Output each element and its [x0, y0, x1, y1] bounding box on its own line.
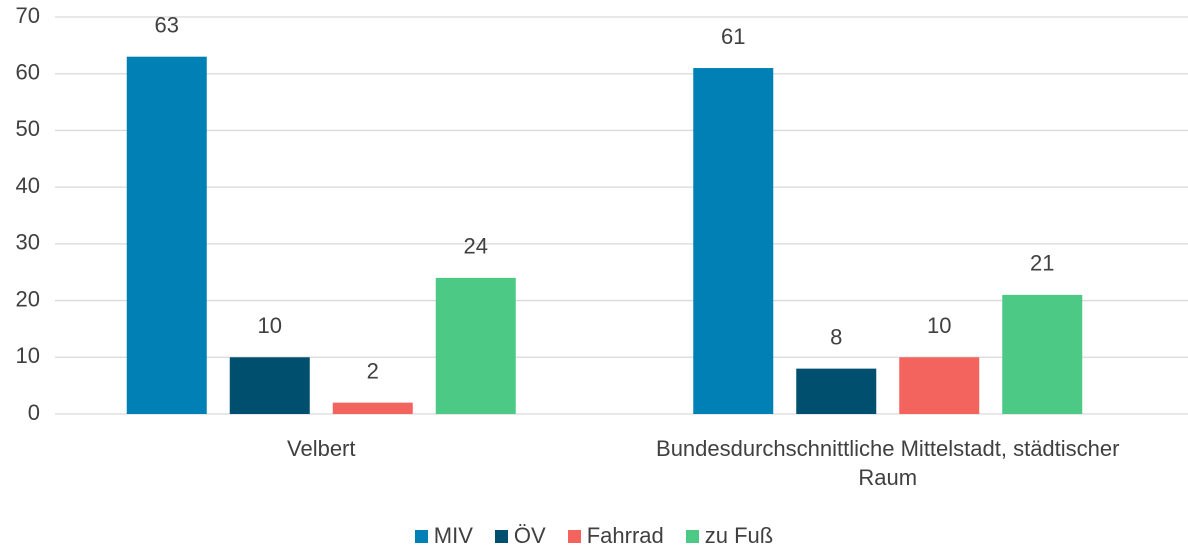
- y-tick-label: 70: [16, 3, 40, 28]
- legend-item: Fahrrad: [567, 523, 664, 548]
- bar: [899, 357, 980, 414]
- x-tick-label: Velbert: [287, 436, 356, 461]
- y-tick-label: 0: [28, 400, 40, 425]
- bar: [435, 277, 516, 414]
- legend-swatch: [414, 529, 428, 543]
- y-tick-label: 40: [16, 173, 40, 198]
- data-label: 10: [927, 313, 951, 338]
- bar: [229, 357, 310, 414]
- legend-swatch: [685, 529, 699, 543]
- y-tick-label: 20: [16, 286, 40, 311]
- data-label: 61: [721, 24, 745, 49]
- y-tick-label: 60: [16, 60, 40, 85]
- bar: [693, 68, 774, 415]
- bar: [126, 56, 207, 414]
- legend-item: ÖV: [494, 523, 546, 548]
- data-label: 21: [1030, 251, 1054, 276]
- legend-label: Fahrrad: [586, 523, 664, 548]
- bar: [796, 368, 877, 414]
- data-label: 8: [830, 324, 842, 349]
- y-tick-label: 30: [16, 230, 40, 255]
- bar: [1002, 294, 1083, 414]
- legend-label: ÖV: [513, 523, 546, 548]
- data-label: 63: [155, 13, 179, 38]
- legend-label: zu Fuß: [704, 523, 774, 548]
- legend-item: MIV: [414, 523, 473, 548]
- data-label: 2: [367, 358, 379, 383]
- legend-label: MIV: [433, 523, 473, 548]
- data-label: 24: [464, 234, 488, 259]
- y-tick-label: 50: [16, 116, 40, 141]
- data-label: 10: [258, 313, 282, 338]
- y-tick-label: 10: [16, 343, 40, 368]
- bar: [332, 402, 413, 414]
- legend-item: zu Fuß: [685, 523, 774, 548]
- legend: MIV ÖV Fahrrad zu Fuß: [0, 523, 1188, 548]
- x-tick-label: Bundesdurchschnittliche Mittelstadt, stä…: [656, 436, 1120, 490]
- legend-swatch: [494, 529, 508, 543]
- legend-swatch: [567, 529, 581, 543]
